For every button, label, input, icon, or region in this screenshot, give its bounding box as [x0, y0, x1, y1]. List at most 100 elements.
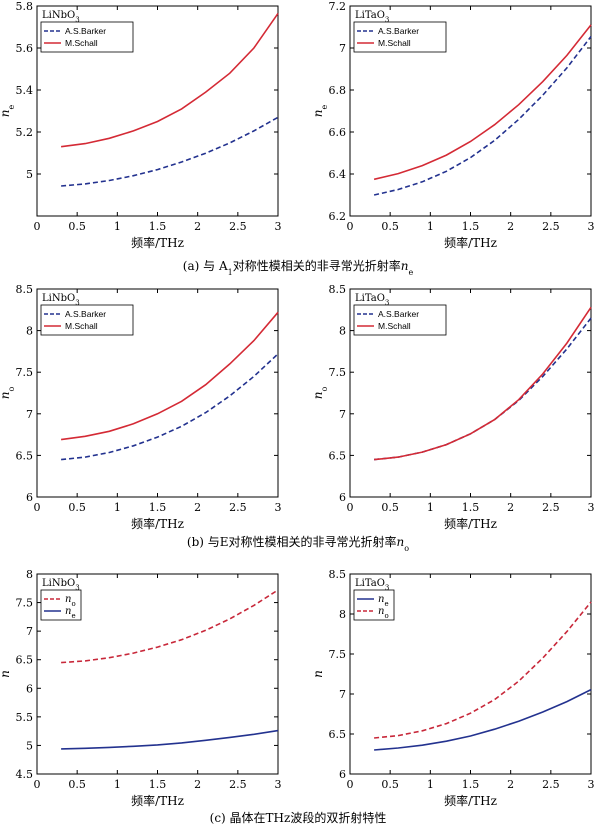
series-line-0 [374, 317, 592, 461]
y-axis-label: no [0, 387, 16, 400]
x-tick-label: 1 [427, 778, 434, 791]
legend-box [40, 589, 82, 621]
x-tick-label: 3 [588, 220, 595, 233]
y-tick-label: 5 [26, 168, 33, 181]
y-tick-label: 7.2 [329, 0, 347, 13]
x-tick-label: 0 [347, 501, 354, 514]
legend-box [353, 589, 395, 621]
y-tick-label: 6 [339, 768, 346, 781]
x-axis-label: 频率/THz [131, 235, 184, 250]
y-tick-label: 6 [26, 682, 33, 695]
y-tick-label: 8.5 [329, 568, 347, 581]
y-tick-label: 5.8 [16, 0, 34, 13]
caption-a: (a) 与 A1对称性模相关的非寻常光折射率ne [183, 258, 414, 277]
legend-box [353, 21, 447, 53]
x-tick-label: 1.5 [149, 501, 167, 514]
y-tick-label: 6.6 [329, 126, 347, 139]
x-axis-label: 频率/THz [131, 516, 184, 531]
y-tick-label: 7 [26, 408, 33, 421]
y-tick-label: 8 [339, 608, 346, 621]
legend-label: M.Schall [378, 321, 411, 331]
x-tick-label: 0.5 [68, 778, 86, 791]
x-tick-label: 2.5 [542, 220, 560, 233]
x-tick-label: 2.5 [542, 778, 560, 791]
x-axis-label: 频率/THz [444, 516, 497, 531]
x-tick-label: 2.5 [542, 501, 560, 514]
y-tick-label: 6.2 [329, 210, 347, 223]
legend-box [353, 304, 447, 336]
y-tick-label: 6 [339, 491, 346, 504]
x-tick-label: 0.5 [381, 501, 399, 514]
legend-label: M.Schall [65, 321, 98, 331]
y-tick-label: 5.4 [16, 84, 34, 97]
x-tick-label: 1 [114, 220, 121, 233]
x-tick-label: 1 [427, 220, 434, 233]
x-axis-label: 频率/THz [444, 793, 497, 808]
y-tick-label: 6.5 [329, 728, 347, 741]
caption-b: (b) 与E对称性模相关的非寻常光折射率no [187, 534, 409, 553]
legend-label: M.Schall [378, 38, 411, 48]
legend-label: M.Schall [65, 38, 98, 48]
legend-box [40, 21, 134, 53]
chart-title: LiNbO3 [42, 578, 80, 592]
x-tick-label: 1 [114, 778, 121, 791]
legend-label: no [65, 594, 76, 608]
y-tick-label: 7 [26, 625, 33, 638]
x-tick-label: 0.5 [381, 778, 399, 791]
x-tick-label: 1.5 [462, 778, 480, 791]
x-tick-label: 2.5 [229, 778, 247, 791]
x-tick-label: 2 [194, 501, 201, 514]
y-tick-label: 8.5 [329, 283, 347, 296]
x-tick-label: 3 [275, 220, 282, 233]
y-tick-label: 8.5 [16, 283, 34, 296]
series-line-1 [374, 306, 592, 461]
y-tick-label: 8 [339, 325, 346, 338]
y-axis-label: n [0, 670, 12, 678]
legend-label: ne [65, 606, 76, 620]
y-tick-label: 5.6 [16, 42, 34, 55]
y-tick-label: 7.5 [329, 366, 347, 379]
x-tick-label: 0.5 [381, 220, 399, 233]
x-tick-label: 1.5 [462, 220, 480, 233]
chart-title: LiNbO3 [42, 10, 80, 24]
x-tick-label: 2.5 [229, 220, 247, 233]
y-axis-label: no [311, 387, 329, 400]
x-axis-label: 频率/THz [131, 793, 184, 808]
x-tick-label: 0.5 [68, 220, 86, 233]
chart-title: LiTaO3 [355, 578, 389, 592]
x-tick-label: 3 [588, 501, 595, 514]
chart-c-litao3: 0 0.5 1 1.5 2 2.5 3 6 6.5 7 7.5 8 8.5 频率/THz n LiTaO3 ne… [311, 568, 595, 808]
legend-label: A.S.Barker [65, 26, 106, 36]
y-tick-label: 6.4 [329, 168, 347, 181]
series-line-0 [61, 116, 279, 187]
y-tick-label: 5 [26, 739, 33, 752]
y-axis-label: n [311, 670, 325, 678]
x-tick-label: 3 [275, 778, 282, 791]
series-line-0 [61, 353, 279, 461]
x-tick-label: 2 [507, 778, 514, 791]
y-tick-label: 5.2 [16, 126, 34, 139]
y-tick-label: 6.5 [16, 449, 34, 462]
legend-label: A.S.Barker [378, 26, 419, 36]
chart-title: LiTaO3 [355, 293, 389, 307]
y-tick-label: 7.5 [329, 648, 347, 661]
series-line-1 [61, 729, 279, 750]
y-tick-label: 6.5 [16, 654, 34, 667]
legend-label: A.S.Barker [65, 309, 106, 319]
chart-b-litao3: 0 0.5 1 1.5 2 2.5 3 6 6.5 7 7.5 8 8.5 频率/THz no LiTaO3 A… [311, 283, 595, 531]
x-tick-label: 2 [194, 220, 201, 233]
y-tick-label: 4.5 [16, 768, 34, 781]
x-tick-label: 1.5 [149, 220, 167, 233]
y-tick-label: 8 [26, 325, 33, 338]
legend-box [40, 304, 134, 336]
y-tick-label: 7.5 [16, 597, 34, 610]
y-tick-label: 8 [26, 568, 33, 581]
series-line-1 [373, 24, 592, 181]
series-line-0 [61, 589, 279, 664]
x-tick-label: 0 [34, 778, 41, 791]
y-tick-label: 6.5 [329, 449, 347, 462]
y-tick-label: 6.8 [329, 84, 347, 97]
y-tick-label: 5.5 [16, 711, 34, 724]
chart-title: LiNbO3 [42, 293, 80, 307]
